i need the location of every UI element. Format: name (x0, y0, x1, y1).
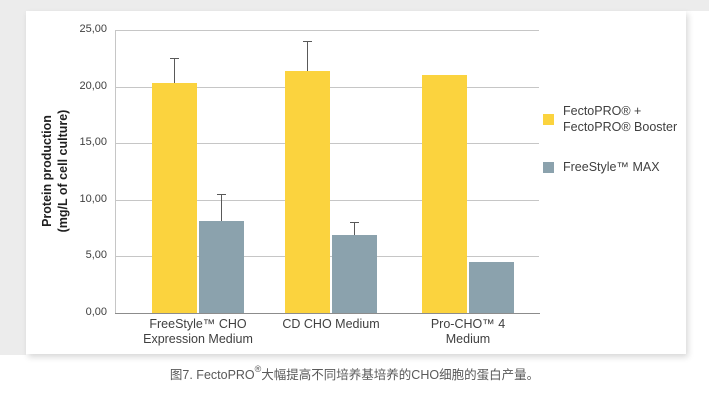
x-axis-line (115, 313, 540, 314)
error-bar-cap (217, 194, 226, 196)
y-axis-title: Protein production (mg/L of cell culture… (39, 110, 71, 233)
page-background-band (0, 0, 709, 11)
legend-label: FreeStyle™ MAX (563, 159, 660, 175)
bar-fectopro-booster (285, 70, 330, 313)
category-label-line: Expression Medium (143, 332, 253, 346)
legend-label-line: FectoPRO® + (563, 104, 642, 118)
legend-swatch (543, 113, 554, 125)
legend-label-line: FectoPRO® Booster (563, 120, 678, 134)
legend-swatch (543, 161, 554, 173)
bar-freestyle-max (332, 234, 377, 313)
category-label: FreeStyle™ CHO Expression Medium (118, 317, 278, 347)
category-label: CD CHO Medium (251, 317, 411, 332)
bar-fectopro-booster (422, 75, 467, 313)
figure-caption: 图7. FectoPRO®大幅提高不同培养基培养的CHO细胞的蛋白产量。 (0, 364, 709, 383)
y-tick-label: 10,00 (79, 192, 107, 205)
legend-item: FreeStyle™ MAX (543, 159, 660, 175)
error-bar-cap (303, 41, 312, 43)
y-tick-label: 20,00 (79, 79, 107, 92)
error-bar-line (354, 222, 355, 235)
caption-prefix: 图7. FectoPRO (169, 368, 255, 382)
category-label-line: CD CHO Medium (282, 317, 380, 331)
category-label: Pro-CHO™ 4 Medium (388, 317, 548, 347)
bar-fectopro-booster (152, 83, 197, 313)
caption-text: 大幅提高不同培养基培养的CHO细胞的蛋白产量。 (261, 368, 540, 382)
y-axis-title-line1: Protein production (40, 115, 54, 227)
y-tick-label: 5,00 (85, 249, 107, 262)
y-axis-title-line2: (mg/L of cell culture) (56, 109, 70, 233)
legend-label-line: FreeStyle™ MAX (563, 160, 660, 174)
error-bar-line (221, 194, 222, 222)
page-background-strip (0, 0, 26, 355)
legend-label: FectoPRO® + FectoPRO® Booster (563, 103, 677, 135)
y-tick-label: 0,00 (85, 306, 107, 318)
error-bar-cap (170, 58, 179, 60)
error-bar-line (174, 58, 175, 84)
gridline (115, 30, 539, 31)
category-label-line: FreeStyle™ CHO (149, 317, 247, 331)
y-tick-label: 25,00 (79, 23, 107, 35)
y-tick-label: 15,00 (79, 136, 107, 149)
error-bar-line (307, 41, 308, 71)
error-bar-cap (350, 222, 359, 224)
caption-registered-mark: ® (254, 363, 262, 374)
y-axis-line (115, 30, 116, 313)
chart-card: Protein production (mg/L of cell culture… (26, 11, 686, 354)
bar-freestyle-max (199, 221, 244, 313)
category-label-line: Medium (445, 332, 491, 346)
bar-freestyle-max (469, 262, 514, 313)
category-label-line: Pro-CHO™ 4 (430, 317, 506, 331)
legend-item: FectoPRO® + FectoPRO® Booster (543, 103, 677, 135)
